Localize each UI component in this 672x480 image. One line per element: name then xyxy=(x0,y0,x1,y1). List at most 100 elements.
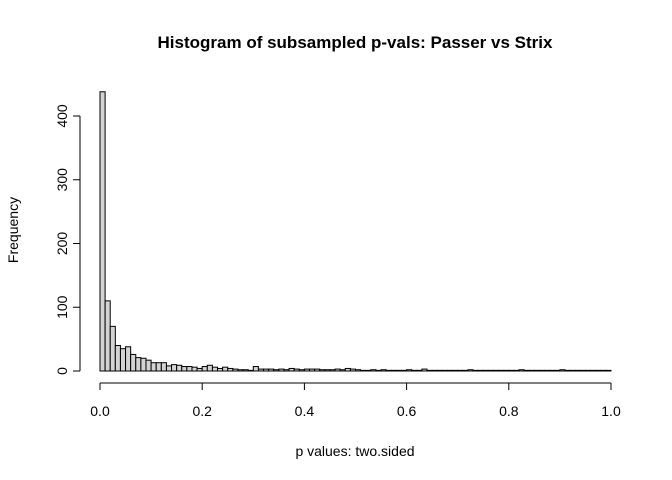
histogram-bar xyxy=(446,369,454,372)
histogram-bar xyxy=(181,366,188,372)
y-axis-label: Frequency xyxy=(5,197,21,263)
histogram-bar xyxy=(268,368,275,372)
histogram-bar xyxy=(278,368,285,372)
histogram-bar xyxy=(462,369,469,372)
histogram-bar xyxy=(160,362,167,372)
histogram-bar xyxy=(242,369,249,372)
histogram-bar xyxy=(114,345,121,372)
histogram-bar xyxy=(324,369,331,372)
histogram-bar xyxy=(431,369,438,372)
histogram-bar xyxy=(365,369,372,372)
histogram-bar xyxy=(355,369,362,372)
histogram-bar xyxy=(508,369,515,372)
x-tick-label: 0.6 xyxy=(397,403,417,419)
histogram-bar xyxy=(176,364,183,372)
histogram-bar xyxy=(574,369,581,372)
histogram-bar xyxy=(109,325,116,372)
histogram-bar xyxy=(467,369,474,372)
histogram-bar xyxy=(334,368,341,372)
histogram-bar xyxy=(528,369,535,372)
histogram-bar xyxy=(436,369,443,372)
histogram-bar xyxy=(314,368,321,372)
histogram-bar xyxy=(441,369,448,372)
histogram-bar xyxy=(544,369,551,372)
histogram-bar xyxy=(283,369,290,372)
histogram-bar xyxy=(421,368,428,372)
histogram-bar xyxy=(247,369,254,372)
histogram-bar xyxy=(349,368,357,372)
y-tick-label: 100 xyxy=(54,295,70,319)
histogram-bar xyxy=(232,368,239,372)
histogram-bar xyxy=(273,369,280,372)
x-tick-label: 0.0 xyxy=(90,403,110,419)
histogram-bar xyxy=(395,369,402,372)
histogram-bar xyxy=(196,367,203,372)
histogram-bar xyxy=(533,369,540,372)
histogram-bar xyxy=(590,369,597,372)
histogram-bar xyxy=(329,369,336,372)
histogram-bar xyxy=(155,362,162,372)
histogram-bar xyxy=(554,369,561,372)
histogram-bar xyxy=(140,357,147,372)
histogram-bar xyxy=(119,348,127,372)
histogram-bar xyxy=(145,359,152,372)
histogram-bar xyxy=(584,369,592,372)
histogram-bar xyxy=(206,364,213,372)
x-tick-label: 1.0 xyxy=(601,403,621,419)
histogram-bar xyxy=(426,369,433,372)
histogram-bar xyxy=(104,300,111,372)
histogram-bar xyxy=(186,366,193,372)
histogram-bar xyxy=(390,369,397,372)
histogram-bar xyxy=(538,369,546,372)
histogram-bar xyxy=(171,364,178,372)
histogram-bar xyxy=(564,369,571,372)
x-tick-label: 0.2 xyxy=(192,403,212,419)
histogram-bar xyxy=(135,357,142,372)
histogram-bar xyxy=(293,368,300,372)
histogram-bar xyxy=(513,369,520,372)
histogram-bar xyxy=(477,369,484,372)
histogram-bar xyxy=(360,369,367,372)
histogram-bar xyxy=(288,367,295,372)
histogram-bar xyxy=(237,369,244,372)
histogram-bar xyxy=(549,369,556,372)
y-tick-label: 400 xyxy=(54,104,70,128)
y-tick-label: 0 xyxy=(54,367,70,375)
histogram-bar xyxy=(370,369,377,372)
histogram-bar xyxy=(400,369,408,372)
histogram-bar xyxy=(257,368,265,372)
histogram-bar xyxy=(498,369,505,372)
histogram-bar xyxy=(518,369,525,372)
histogram-bar xyxy=(375,369,382,372)
histogram-bars xyxy=(99,91,612,372)
histogram-bar xyxy=(309,368,316,372)
histogram-bar xyxy=(303,368,311,372)
histogram-bar xyxy=(523,369,530,372)
histogram-bar xyxy=(457,369,464,372)
histogram-bar xyxy=(380,369,387,372)
x-tick-label: 0.8 xyxy=(499,403,519,419)
histogram-bar xyxy=(452,369,459,372)
histogram-bar xyxy=(263,368,270,372)
histogram-bar xyxy=(559,369,566,372)
chart-title: Histogram of subsampled p-vals: Passer v… xyxy=(158,33,553,52)
x-axis-label: p values: two.sided xyxy=(295,443,414,459)
histogram-bar xyxy=(211,366,219,372)
histogram-bar xyxy=(482,369,489,372)
histogram-bar xyxy=(217,367,224,372)
x-axis: 0.0 0.2 0.4 0.6 0.8 1.0 xyxy=(90,382,621,419)
histogram-bar xyxy=(406,369,413,372)
histogram-bar xyxy=(222,366,229,372)
y-axis: 0 100 200 300 400 xyxy=(54,104,81,375)
histogram-bar xyxy=(503,369,510,372)
histogram-bar xyxy=(605,369,612,372)
x-tick-label: 0.4 xyxy=(295,403,315,419)
histogram-bar xyxy=(472,369,479,372)
y-tick-label: 300 xyxy=(54,168,70,192)
histogram-bar xyxy=(579,369,586,372)
histogram-bar xyxy=(227,367,234,372)
histogram-bar xyxy=(319,369,326,372)
histogram-bar xyxy=(569,369,576,372)
y-tick-label: 200 xyxy=(54,232,70,256)
